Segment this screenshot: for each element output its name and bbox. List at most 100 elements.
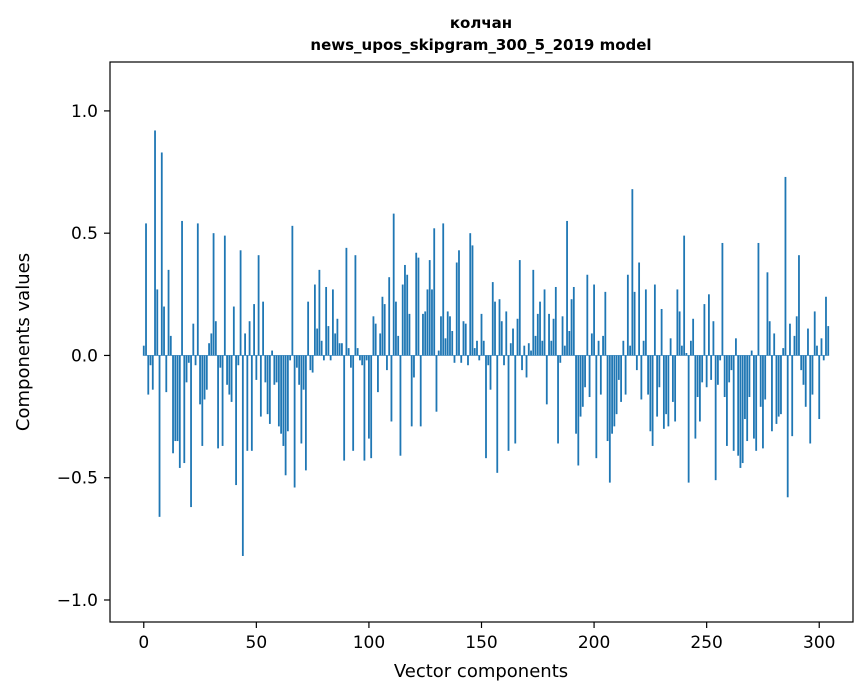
bar (383, 304, 386, 356)
bar (460, 355, 463, 363)
bar (422, 313, 424, 356)
bar (174, 355, 177, 442)
bar (476, 340, 478, 356)
bar (239, 250, 242, 356)
bar (721, 242, 724, 356)
bar (710, 355, 713, 380)
bar (271, 350, 274, 356)
bar (230, 355, 233, 402)
bar (199, 355, 201, 405)
bar (809, 355, 812, 444)
bar (255, 355, 258, 380)
bar (647, 355, 650, 395)
bar (291, 225, 294, 356)
bar (467, 355, 469, 366)
bar (332, 289, 334, 356)
bar (671, 355, 674, 402)
bar (766, 272, 769, 356)
y-tick-label: 0.0 (71, 346, 98, 366)
bar (406, 274, 409, 356)
bar (789, 323, 791, 356)
bar (489, 355, 492, 390)
bar (705, 355, 708, 388)
bar (187, 355, 190, 363)
bar (311, 355, 314, 373)
bar (350, 355, 352, 368)
bar (154, 130, 156, 356)
bar (482, 340, 485, 356)
bar (446, 311, 449, 356)
bar (566, 220, 568, 356)
bar (626, 274, 629, 356)
bar (390, 355, 393, 422)
bar (145, 223, 147, 356)
bar (741, 355, 744, 464)
bar (354, 255, 357, 356)
x-tick-label: 300 (803, 633, 835, 653)
bar (687, 355, 690, 483)
x-tick-label: 250 (690, 633, 722, 653)
bar (728, 355, 731, 383)
bar (464, 323, 467, 356)
bar (190, 355, 192, 508)
bar (343, 355, 346, 461)
bar (473, 348, 476, 356)
bar (196, 223, 199, 356)
bar (708, 294, 710, 356)
bar (525, 355, 528, 378)
bar (548, 313, 550, 356)
bar (264, 355, 267, 383)
bar (334, 333, 337, 356)
bar (455, 262, 458, 356)
bar (307, 301, 310, 356)
bar (424, 311, 427, 356)
bar (701, 355, 704, 383)
bar (584, 355, 586, 388)
bar (575, 355, 577, 434)
bar (217, 355, 219, 449)
bar (444, 338, 447, 356)
bar (167, 269, 170, 356)
bar (755, 355, 758, 451)
bar (561, 316, 564, 356)
bar (404, 264, 406, 356)
bar (631, 189, 634, 356)
bar (662, 355, 665, 429)
x-tick-label: 50 (246, 633, 268, 653)
bar (780, 355, 782, 415)
bar (185, 355, 188, 383)
bar (374, 323, 377, 356)
bar (345, 247, 348, 356)
x-tick-label: 150 (465, 633, 497, 653)
bar (757, 242, 760, 356)
bar (226, 355, 228, 385)
bar (478, 355, 481, 361)
bar (410, 355, 413, 427)
bar (142, 345, 145, 356)
bar (642, 340, 645, 356)
bar (518, 260, 521, 356)
bar (318, 269, 321, 356)
bar (322, 355, 325, 361)
x-axis-label: Vector components (394, 661, 568, 682)
bar (500, 321, 503, 356)
bar (359, 355, 361, 361)
bar (606, 355, 609, 442)
bar (588, 355, 591, 398)
bar (638, 262, 641, 356)
bar (365, 355, 368, 361)
bar (536, 313, 539, 356)
y-tick-label: −1.0 (57, 591, 98, 611)
bar (329, 355, 332, 361)
chart-title: колчан (450, 14, 512, 32)
x-tick-label: 100 (353, 633, 385, 653)
bar (496, 355, 499, 473)
bar (622, 340, 625, 356)
bar (559, 355, 562, 363)
x-tick-label: 200 (578, 633, 610, 653)
bar (534, 335, 537, 356)
bar (214, 321, 217, 356)
bar (608, 355, 611, 483)
bar (543, 289, 546, 356)
bar (572, 286, 575, 356)
